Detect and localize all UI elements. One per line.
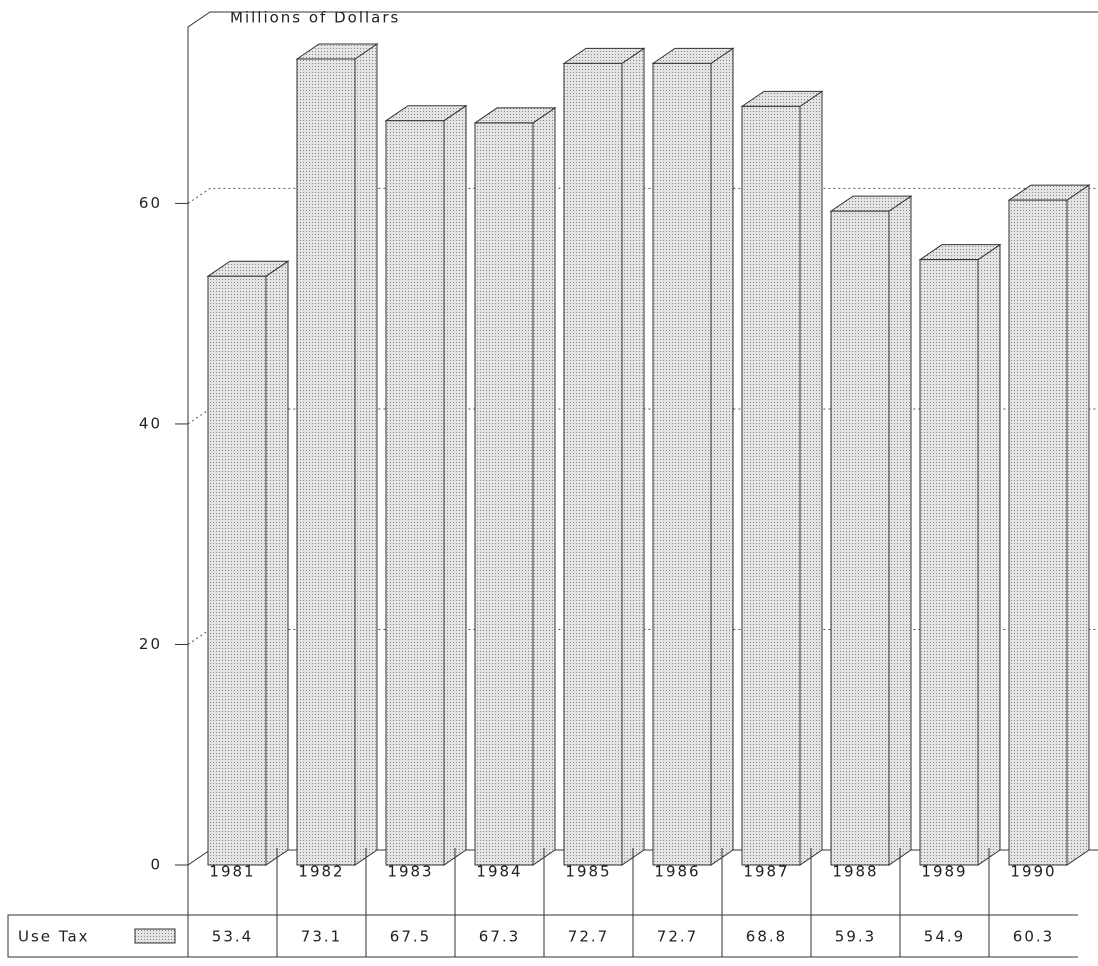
y-tick-label: 60 xyxy=(139,194,162,212)
x-tick-label: 1988 xyxy=(832,863,878,881)
x-tick-label: 1987 xyxy=(743,863,789,881)
bar-side xyxy=(977,243,1001,866)
bar xyxy=(563,62,623,866)
x-tick-label: 1989 xyxy=(921,863,967,881)
bar xyxy=(474,122,534,866)
bar xyxy=(741,105,801,866)
data-label: 67.3 xyxy=(479,928,520,946)
bar xyxy=(296,58,356,866)
bar-side xyxy=(888,195,912,866)
bar xyxy=(207,275,267,866)
y-tick-label: 0 xyxy=(150,856,162,874)
y-tick-label: 40 xyxy=(139,414,162,432)
bar xyxy=(919,259,979,866)
data-label: 53.4 xyxy=(212,928,253,946)
x-tick-label: 1982 xyxy=(298,863,344,881)
x-tick-label: 1986 xyxy=(654,863,700,881)
axis-wall xyxy=(187,11,1098,865)
bar-side xyxy=(621,47,645,866)
x-tick-label: 1990 xyxy=(1010,863,1056,881)
data-label: 67.5 xyxy=(390,928,431,946)
data-label: 59.3 xyxy=(835,928,876,946)
bar-side xyxy=(710,47,734,866)
bar-side xyxy=(443,104,467,866)
data-label: 72.7 xyxy=(657,928,698,946)
legend-label: Use Tax xyxy=(18,928,90,946)
bar xyxy=(385,120,445,866)
x-tick-label: 1983 xyxy=(387,863,433,881)
data-label: 54.9 xyxy=(924,928,965,946)
bar-side xyxy=(799,90,823,866)
data-label: 73.1 xyxy=(301,928,342,946)
bar-side xyxy=(1066,184,1090,866)
bar-side xyxy=(532,106,556,866)
legend-swatch xyxy=(134,928,176,944)
grid-line xyxy=(187,187,1098,204)
bar xyxy=(652,62,712,866)
x-tick-label: 1985 xyxy=(565,863,611,881)
bar xyxy=(830,210,890,866)
data-label: 68.8 xyxy=(746,928,787,946)
data-label: 60.3 xyxy=(1013,928,1054,946)
y-tick-label: 20 xyxy=(139,635,162,653)
x-tick-label: 1984 xyxy=(476,863,522,881)
bar xyxy=(1008,199,1068,866)
bar-side xyxy=(265,260,289,866)
axis-title: Millions of Dollars xyxy=(230,9,400,27)
x-tick-label: 1981 xyxy=(209,863,255,881)
bar-side xyxy=(354,43,378,866)
data-label: 72.7 xyxy=(568,928,609,946)
